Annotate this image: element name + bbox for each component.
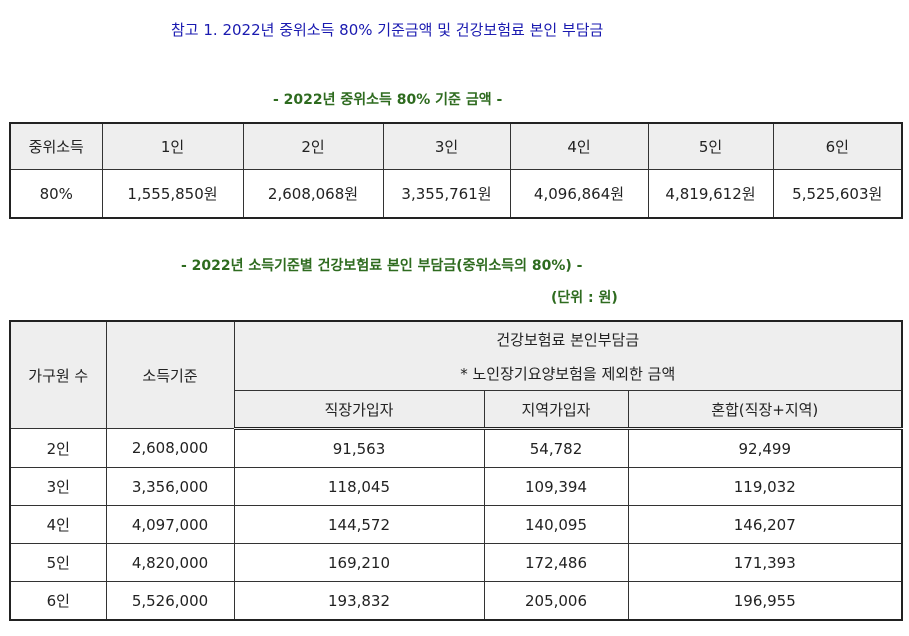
header-household: 가구원 수 (9, 320, 107, 429)
cell-employee: 144,572 (233, 505, 485, 544)
cell-mixed: 171,393 (627, 543, 903, 582)
header-regional: 지역가입자 (483, 390, 629, 430)
table-row: 3인 3,356,000 118,045 109,394 119,032 (9, 467, 903, 506)
header-income: 소득기준 (105, 320, 235, 429)
cell-regional: 172,486 (483, 543, 629, 582)
cell-household: 3인 (9, 467, 107, 506)
cell-income: 5,526,000 (105, 581, 235, 621)
cell-income: 4,820,000 (105, 543, 235, 582)
header-3-person: 3인 (382, 122, 511, 170)
cell-income: 4,097,000 (105, 505, 235, 544)
table-row: 5인 4,820,000 169,210 172,486 171,393 (9, 543, 903, 582)
cell-employee: 91,563 (233, 428, 485, 468)
page-title: 참고 1. 2022년 중위소득 80% 기준금액 및 건강보험료 본인 부담금 (171, 21, 604, 39)
header-employee: 직장가입자 (233, 390, 485, 430)
cell-income: 3,356,000 (105, 467, 235, 506)
cell-mixed: 196,955 (627, 581, 903, 621)
header-2-person: 2인 (242, 122, 384, 170)
table1-subtitle: - 2022년 중위소득 80% 기준 금액 - (273, 92, 503, 108)
cell-employee: 193,832 (233, 581, 485, 621)
cell-percent: 80% (9, 169, 103, 219)
table-header-row: 중위소득 1인 2인 3인 4인 5인 6인 (9, 122, 903, 170)
table-row: 2인 2,608,000 91,563 54,782 92,499 (9, 428, 903, 468)
median-income-table: 중위소득 1인 2인 3인 4인 5인 6인 80% 1,555,850원 2,… (9, 122, 903, 219)
cell-household: 4인 (9, 505, 107, 544)
table2-subtitle: - 2022년 소득기준별 건강보험료 본인 부담금(중위소득의 80%) - (181, 258, 583, 274)
cell-6-person: 5,525,603원 (772, 169, 903, 219)
table-row: 80% 1,555,850원 2,608,068원 3,355,761원 4,0… (9, 169, 903, 219)
cell-household: 6인 (9, 581, 107, 621)
header-6-person: 6인 (772, 122, 903, 170)
cell-mixed: 146,207 (627, 505, 903, 544)
health-insurance-table: 가구원 수 소득기준 건강보험료 본인부담금 * 노인장기요양보험을 제외한 금… (9, 320, 903, 621)
header-5-person: 5인 (647, 122, 774, 170)
cell-mixed: 119,032 (627, 467, 903, 506)
header-premium: 건강보험료 본인부담금 (233, 320, 903, 356)
cell-employee: 118,045 (233, 467, 485, 506)
cell-household: 5인 (9, 543, 107, 582)
cell-regional: 205,006 (483, 581, 629, 621)
cell-mixed: 92,499 (627, 428, 903, 468)
cell-4-person: 4,096,864원 (509, 169, 649, 219)
cell-household: 2인 (9, 428, 107, 468)
cell-employee: 169,210 (233, 543, 485, 582)
header-median-income: 중위소득 (9, 122, 103, 170)
cell-5-person: 4,819,612원 (647, 169, 774, 219)
table-row: 6인 5,526,000 193,832 205,006 196,955 (9, 581, 903, 621)
cell-regional: 109,394 (483, 467, 629, 506)
header-mixed: 혼합(직장+지역) (627, 390, 903, 430)
header-1-person: 1인 (101, 122, 244, 170)
table-row: 4인 4,097,000 144,572 140,095 146,207 (9, 505, 903, 544)
cell-regional: 54,782 (483, 428, 629, 468)
header-4-person: 4인 (509, 122, 649, 170)
header-note: * 노인장기요양보험을 제외한 금액 (233, 356, 903, 391)
cell-3-person: 3,355,761원 (382, 169, 511, 219)
cell-1-person: 1,555,850원 (101, 169, 244, 219)
unit-label: (단위 : 원) (551, 290, 618, 306)
cell-regional: 140,095 (483, 505, 629, 544)
cell-income: 2,608,000 (105, 428, 235, 468)
cell-2-person: 2,608,068원 (242, 169, 384, 219)
